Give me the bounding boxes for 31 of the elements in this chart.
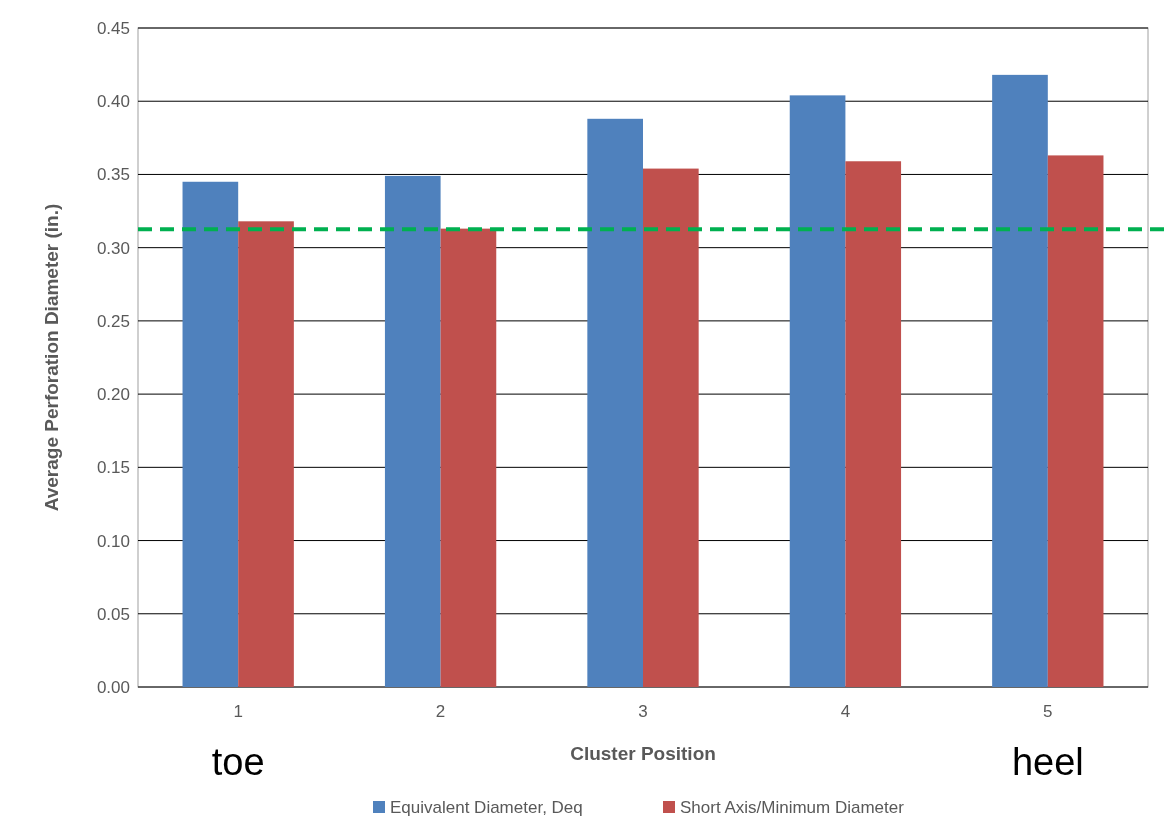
bar bbox=[587, 118, 643, 687]
bar bbox=[789, 95, 846, 687]
y-tick-label: 0.35 bbox=[96, 165, 130, 185]
bar bbox=[384, 175, 441, 687]
bar bbox=[182, 181, 239, 687]
y-tick-label: 0.20 bbox=[96, 385, 130, 405]
bar bbox=[238, 221, 294, 687]
x-axis-title: Cluster Position bbox=[570, 743, 716, 764]
x-tick-label: 2 bbox=[435, 702, 446, 721]
y-tick-label: 0.10 bbox=[96, 531, 130, 551]
x-tick-label: 5 bbox=[1043, 702, 1053, 721]
y-tick-label: 0.40 bbox=[96, 92, 130, 112]
bar bbox=[845, 161, 902, 687]
text: toe bbox=[211, 741, 265, 783]
y-axis-title: Average Perforation Diameter (in.) bbox=[41, 203, 62, 512]
bar bbox=[992, 74, 1048, 687]
legend-label: Equivalent Diameter, Deq bbox=[390, 798, 583, 817]
text: heel bbox=[1011, 741, 1084, 783]
bar bbox=[1047, 155, 1104, 687]
bar bbox=[440, 228, 497, 687]
y-tick-label: 0.25 bbox=[96, 311, 130, 331]
y-tick-label: 0.00 bbox=[96, 677, 130, 697]
y-tick-label: 0.15 bbox=[96, 458, 130, 478]
x-tick-label: 3 bbox=[638, 702, 648, 721]
legend-label: Short Axis/Minimum Diameter bbox=[680, 798, 905, 817]
y-tick-label: 0.30 bbox=[96, 238, 130, 258]
bar bbox=[643, 168, 699, 687]
y-tick-label: 0.05 bbox=[96, 604, 130, 624]
x-tick-label: 4 bbox=[840, 702, 851, 721]
x-tick-label: 1 bbox=[233, 702, 243, 721]
y-tick-label: 0.45 bbox=[96, 18, 130, 38]
